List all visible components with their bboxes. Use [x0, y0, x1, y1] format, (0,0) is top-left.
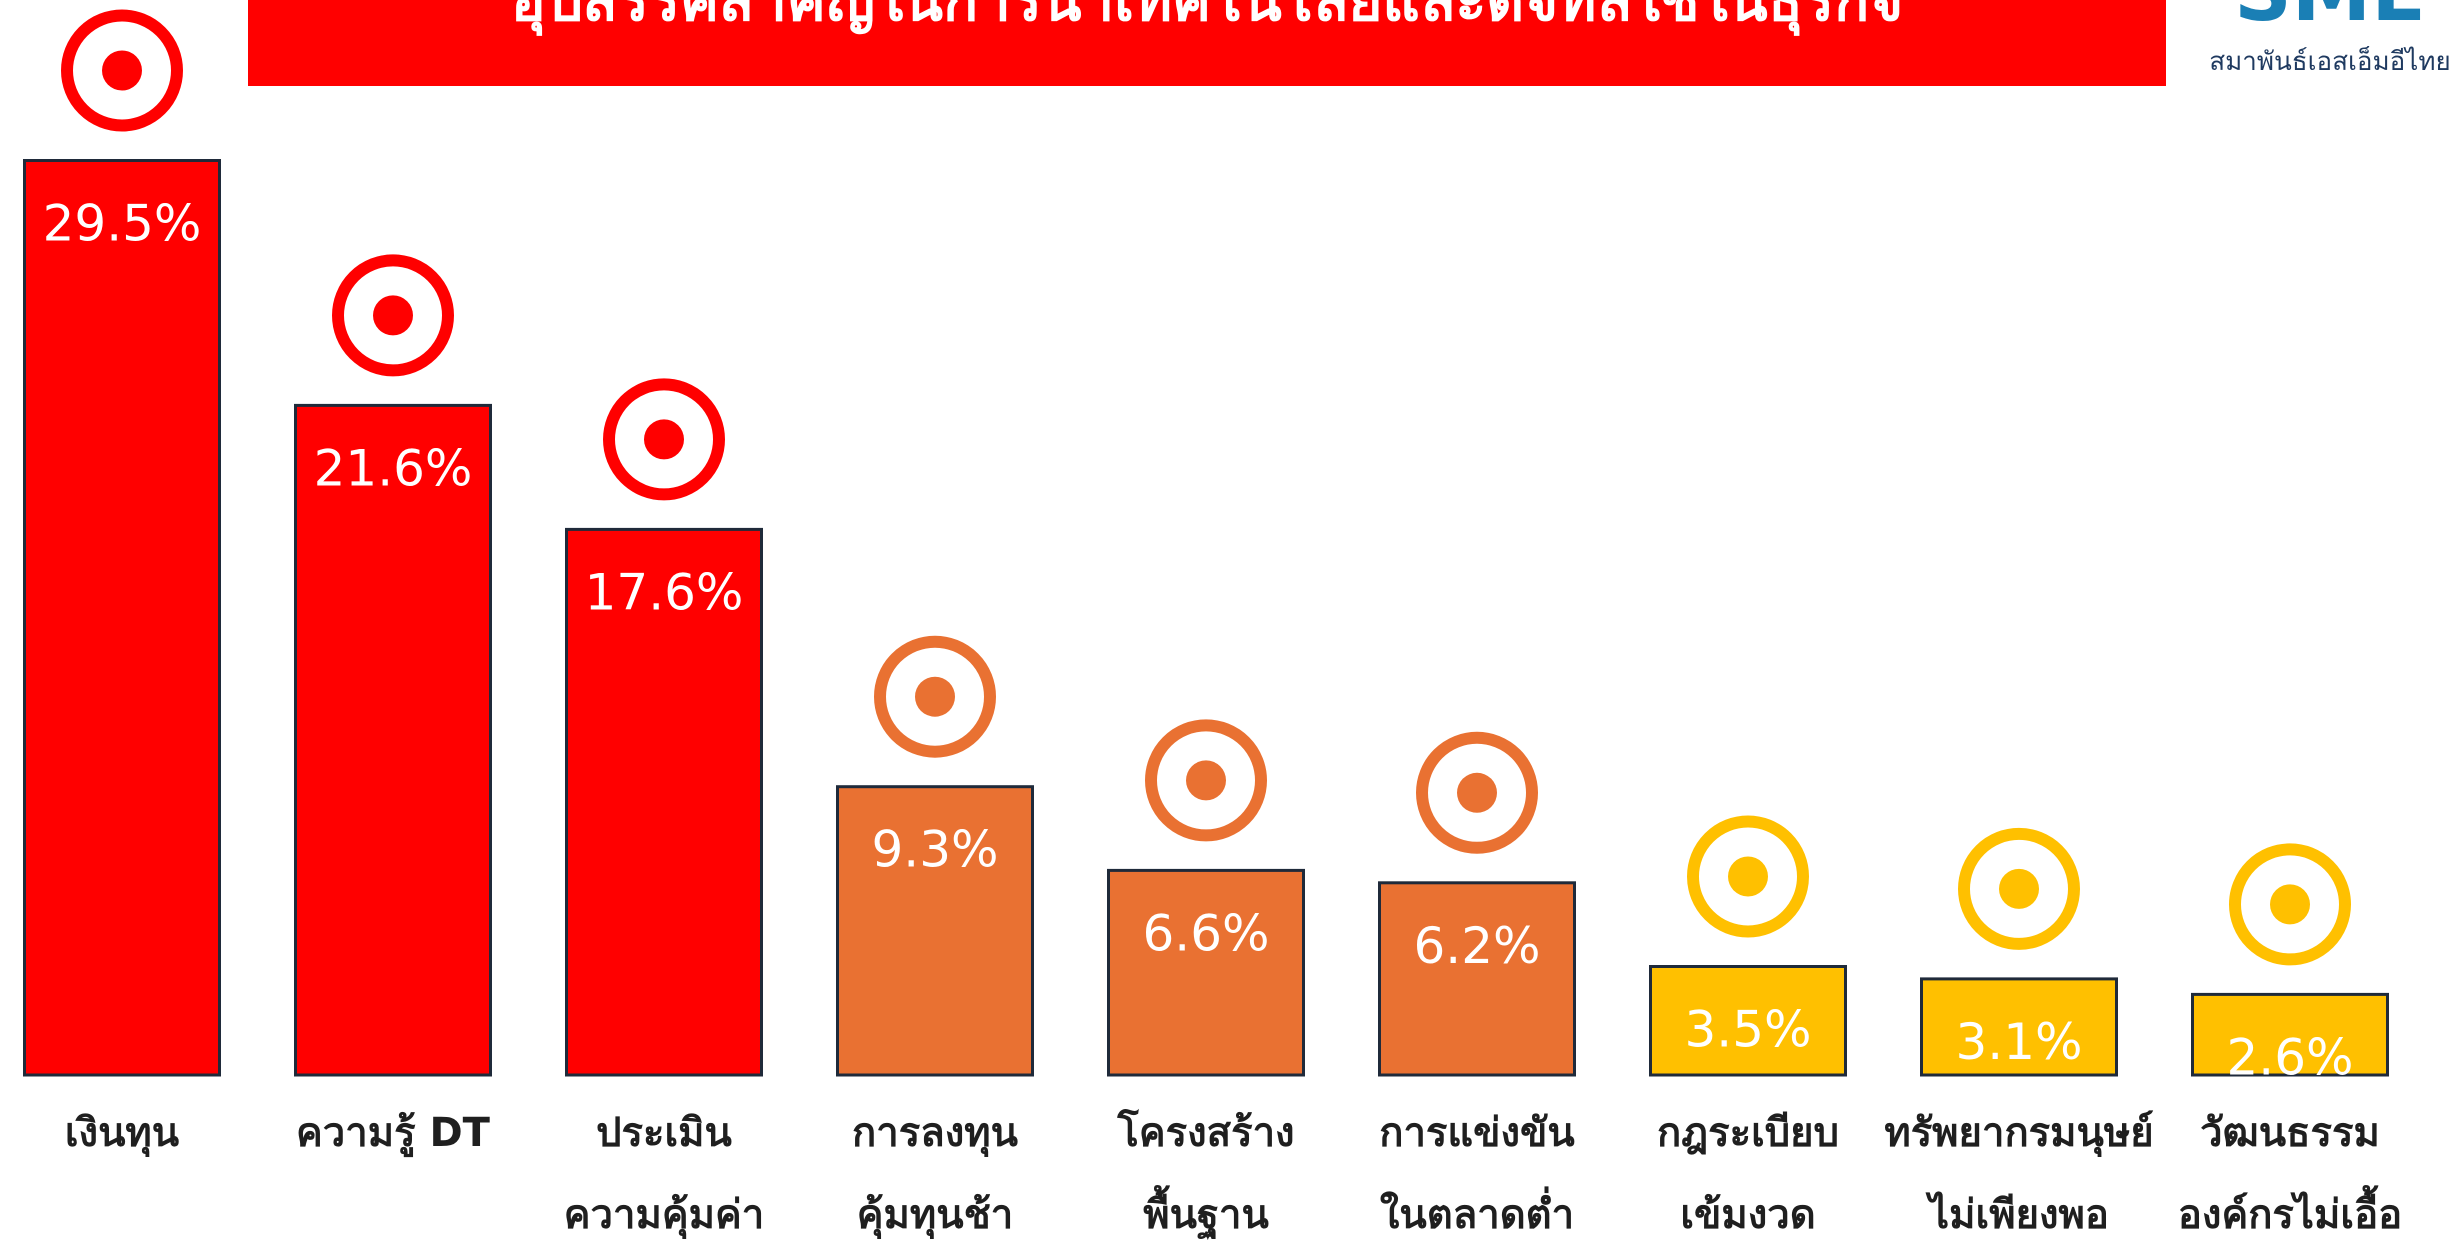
value-label: 29.5% — [43, 195, 202, 253]
value-label: 21.6% — [314, 439, 473, 497]
x-tick-label: วัฒนธรรม องค์กรไม่เอื้อ — [2177, 1110, 2403, 1238]
bar — [294, 403, 492, 1077]
icon-dot — [2270, 884, 2310, 925]
value-label: 2.6% — [2226, 1028, 2353, 1086]
value-label: 6.2% — [1413, 917, 1540, 975]
icon — [1958, 827, 2080, 950]
bar — [2191, 992, 2389, 1077]
bar — [836, 785, 1034, 1077]
x-tick-label: ประเมิน ความคุ้มค่า — [563, 1110, 765, 1238]
icon — [1416, 731, 1538, 854]
x-tick-label: โครงสร้าง พื้นฐาน — [1117, 1110, 1295, 1238]
bar — [23, 159, 221, 1077]
icon-dot — [1186, 760, 1226, 801]
chart-title: อุปสรรคสำคัญในการนำเทคโนโลยีและดิจิทัลใช… — [511, 0, 1904, 37]
title-bar — [248, 0, 2166, 86]
bar — [1378, 881, 1576, 1077]
icon-dot — [915, 676, 955, 717]
x-tick-label: ความรู้ DT — [296, 1110, 490, 1156]
value-label: 3.5% — [1684, 1001, 1811, 1059]
x-tick-label: เงินทุน — [64, 1110, 180, 1156]
icon-dot — [102, 50, 142, 91]
bar — [1920, 977, 2118, 1077]
icon-dot — [1457, 772, 1497, 813]
icon — [1687, 815, 1809, 938]
bar — [1107, 868, 1305, 1077]
icon — [874, 635, 996, 758]
value-label: 3.1% — [1955, 1013, 2082, 1071]
value-label: 9.3% — [871, 821, 998, 879]
logo-text: SME — [2234, 0, 2426, 39]
bar — [565, 527, 763, 1077]
x-tick-label: กฎระเบียบ เข้มงวด — [1657, 1110, 1839, 1238]
icon-dot — [1999, 868, 2039, 909]
icon — [332, 254, 454, 377]
icon — [1145, 719, 1267, 842]
x-tick-label: ทรัพยากรมนุษย์ ไม่เพียงพอ — [1884, 1110, 2154, 1238]
logo-subtitle: สมาพันธ์เอสเอ็มอีไทย — [2209, 45, 2450, 77]
icon — [603, 378, 725, 501]
value-label: 17.6% — [585, 563, 744, 621]
icon-dot — [1728, 856, 1768, 897]
icon — [2229, 843, 2351, 966]
x-tick-label: การลงทุน คุ้มทุนช้า — [852, 1110, 1018, 1238]
value-label: 6.6% — [1142, 904, 1269, 962]
icon-dot — [373, 295, 413, 336]
icon-dot — [644, 419, 684, 460]
x-tick-label: การแข่งขัน ในตลาดต่ำ — [1379, 1110, 1575, 1238]
icon — [61, 9, 183, 132]
bar — [1649, 965, 1847, 1077]
